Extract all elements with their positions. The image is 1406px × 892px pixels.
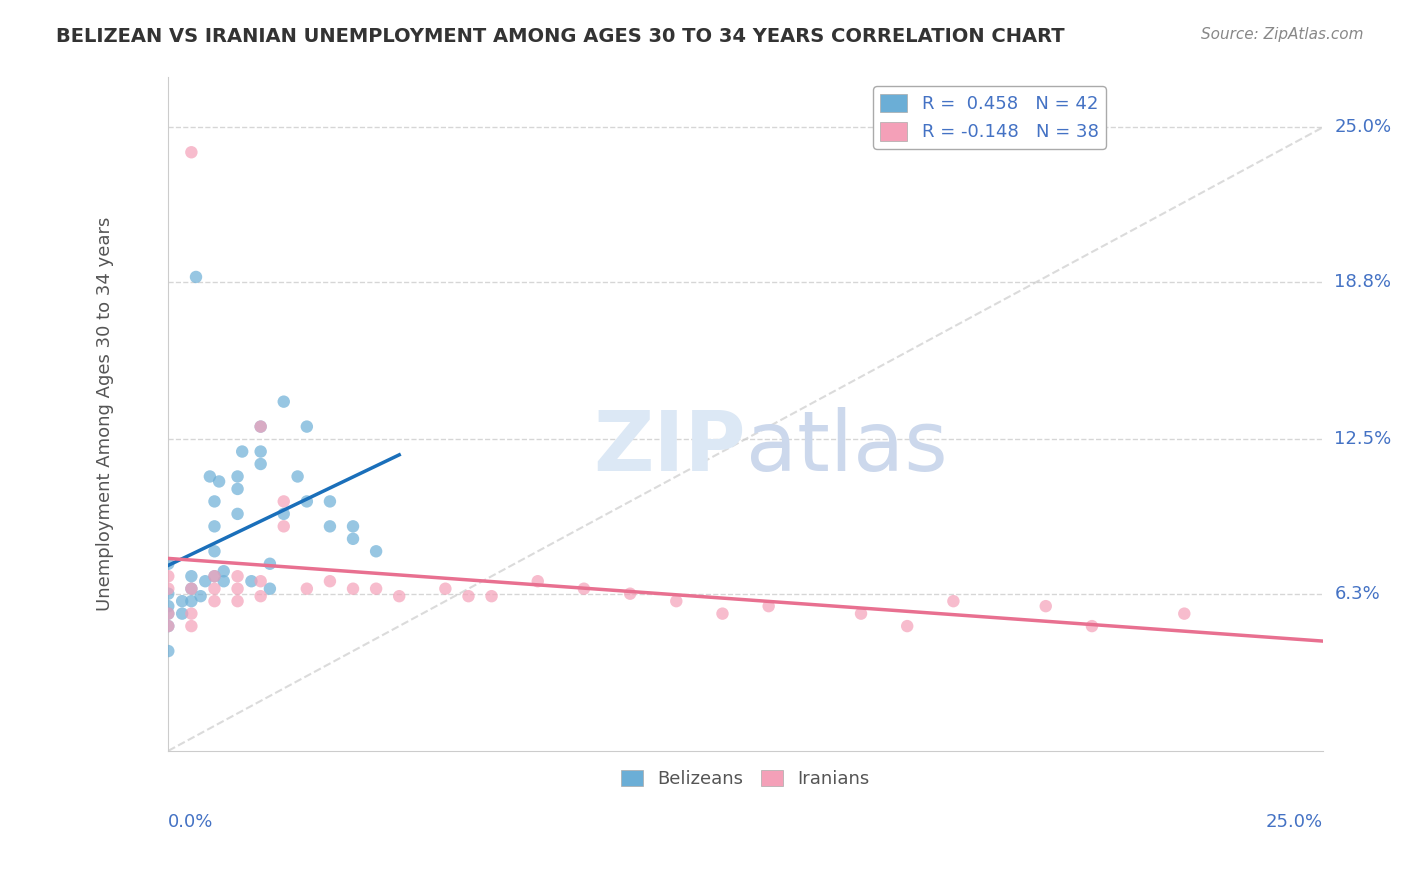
Point xyxy=(457,589,479,603)
Point xyxy=(157,557,180,571)
Point xyxy=(180,582,202,596)
Point xyxy=(157,607,180,621)
Point xyxy=(184,269,207,284)
Point xyxy=(259,582,281,596)
Point xyxy=(157,619,180,633)
Point xyxy=(194,574,217,589)
Point xyxy=(388,589,411,603)
Text: ZIP: ZIP xyxy=(593,408,745,488)
Point xyxy=(204,594,226,608)
Point xyxy=(711,607,734,621)
Point xyxy=(157,599,180,614)
Text: Source: ZipAtlas.com: Source: ZipAtlas.com xyxy=(1201,27,1364,42)
Point xyxy=(157,587,180,601)
Point xyxy=(758,599,780,614)
Point xyxy=(180,145,202,160)
Point xyxy=(273,394,295,409)
Point xyxy=(1081,619,1104,633)
Point xyxy=(1035,599,1057,614)
Text: 25.0%: 25.0% xyxy=(1265,814,1323,831)
Point xyxy=(366,544,388,558)
Point xyxy=(204,569,226,583)
Point xyxy=(665,594,688,608)
Point xyxy=(180,619,202,633)
Point xyxy=(226,482,249,496)
Point xyxy=(319,494,342,508)
Point xyxy=(249,457,271,471)
Point xyxy=(204,519,226,533)
Point xyxy=(273,519,295,533)
Point xyxy=(273,507,295,521)
Point xyxy=(342,519,364,533)
Point xyxy=(208,475,231,489)
Point xyxy=(319,574,342,589)
Point xyxy=(204,494,226,508)
Point xyxy=(249,574,271,589)
Point xyxy=(896,619,918,633)
Point xyxy=(157,582,180,596)
Point xyxy=(231,444,253,458)
Point xyxy=(342,582,364,596)
Text: 25.0%: 25.0% xyxy=(1334,119,1392,136)
Text: 12.5%: 12.5% xyxy=(1334,430,1392,448)
Point xyxy=(295,494,318,508)
Point xyxy=(481,589,503,603)
Point xyxy=(212,564,235,578)
Point xyxy=(212,574,235,589)
Point xyxy=(319,519,342,533)
Point xyxy=(240,574,263,589)
Point xyxy=(249,419,271,434)
Text: 6.3%: 6.3% xyxy=(1334,584,1381,603)
Point xyxy=(295,582,318,596)
Text: 18.8%: 18.8% xyxy=(1334,273,1392,291)
Point xyxy=(942,594,965,608)
Text: BELIZEAN VS IRANIAN UNEMPLOYMENT AMONG AGES 30 TO 34 YEARS CORRELATION CHART: BELIZEAN VS IRANIAN UNEMPLOYMENT AMONG A… xyxy=(56,27,1064,45)
Point xyxy=(295,419,318,434)
Point xyxy=(342,532,364,546)
Point xyxy=(287,469,309,483)
Point xyxy=(226,582,249,596)
Point xyxy=(249,589,271,603)
Point xyxy=(180,607,202,621)
Point xyxy=(157,569,180,583)
Point xyxy=(226,594,249,608)
Point xyxy=(204,544,226,558)
Point xyxy=(226,507,249,521)
Point xyxy=(157,644,180,658)
Point xyxy=(180,569,202,583)
Point xyxy=(259,557,281,571)
Point xyxy=(226,569,249,583)
Point xyxy=(434,582,457,596)
Point xyxy=(572,582,595,596)
Point xyxy=(249,419,271,434)
Point xyxy=(172,594,194,608)
Point xyxy=(1173,607,1195,621)
Legend: Belizeans, Iranians: Belizeans, Iranians xyxy=(614,763,877,796)
Point xyxy=(204,569,226,583)
Point xyxy=(249,444,271,458)
Point xyxy=(157,607,180,621)
Point xyxy=(619,587,641,601)
Text: Unemployment Among Ages 30 to 34 years: Unemployment Among Ages 30 to 34 years xyxy=(96,217,114,611)
Text: atlas: atlas xyxy=(745,408,948,488)
Point xyxy=(273,494,295,508)
Point xyxy=(180,594,202,608)
Point xyxy=(366,582,388,596)
Point xyxy=(849,607,872,621)
Point xyxy=(190,589,212,603)
Point xyxy=(204,582,226,596)
Point xyxy=(172,607,194,621)
Point xyxy=(180,582,202,596)
Point xyxy=(526,574,548,589)
Point xyxy=(157,619,180,633)
Point xyxy=(198,469,221,483)
Point xyxy=(226,469,249,483)
Text: 0.0%: 0.0% xyxy=(169,814,214,831)
